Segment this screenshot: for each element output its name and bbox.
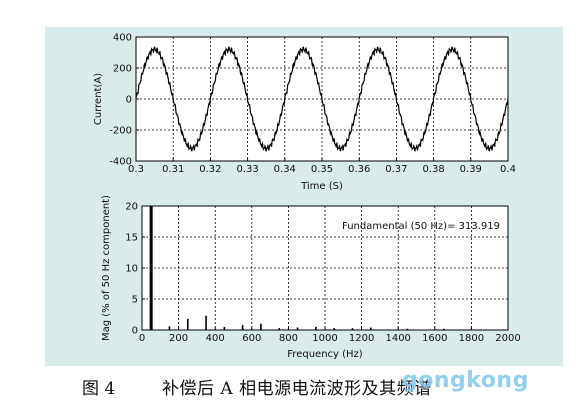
top-x-tick-label: 0.39 [460, 164, 482, 175]
top-x-tick-label: 0.36 [348, 164, 370, 175]
bottom-x-tick-label: 1600 [422, 333, 447, 344]
top-x-tick-label: 0.33 [236, 164, 258, 175]
top-x-tick-label: 0.34 [274, 164, 296, 175]
figure-svg: 0.3 0.31 0.32 0.33 0.34 0.35 0.36 0.37 0.38 0.39 0… [93, 33, 521, 361]
top-y-axis-title: Current(A) [93, 73, 104, 125]
bottom-y-tick-label: 0 [132, 326, 138, 337]
bottom-y-tick-label: 5 [132, 295, 138, 306]
harmonic-bar [369, 327, 372, 330]
bottom-x-tick-label: 1000 [312, 333, 337, 344]
top-y-tick-label: 400 [113, 33, 132, 44]
current-series-line [135, 46, 509, 152]
bottom-x-tick-label: 600 [242, 333, 261, 344]
harmonic-bars [149, 206, 445, 330]
bottom-y-tick-label: 10 [125, 264, 138, 275]
bottom-x-tick-label: 0 [139, 333, 145, 344]
top-y-tick-label: -400 [109, 157, 132, 168]
top-x-tick-label: 0.31 [162, 164, 184, 175]
harmonic-bar [168, 326, 171, 330]
figure-caption: 图 4 补偿后 A 相电源电流波形及其频谱 [0, 368, 584, 402]
top-x-tick-label: 0.32 [199, 164, 221, 175]
harmonic-bar [406, 328, 409, 330]
harmonic-bar [333, 328, 335, 330]
harmonic-bar [278, 328, 281, 330]
bottom-x-tick-label: 1400 [385, 333, 410, 344]
harmonic-bar [241, 325, 244, 330]
harmonic-bar [315, 326, 317, 330]
current-waveform-chart: 0.3 0.31 0.32 0.33 0.34 0.35 0.36 0.37 0.38 0.39 0… [93, 33, 516, 193]
bottom-x-tick-label: 400 [206, 333, 225, 344]
harmonic-bar [443, 328, 445, 330]
harmonic-bar [296, 327, 299, 330]
bottom-x-tick-label: 1800 [459, 333, 484, 344]
top-x-tick-labels: 0.3 0.31 0.32 0.33 0.34 0.35 0.36 0.37 0.38 0.39 0… [128, 164, 516, 175]
top-tick-marks [135, 36, 509, 162]
top-x-tick-label: 0.38 [422, 164, 444, 175]
caption-figure-number: 图 4 [82, 379, 116, 399]
bottom-x-tick-label: 2000 [495, 333, 520, 344]
harmonic-bar [205, 315, 207, 330]
bottom-y-tick-labels: 20 15 10 5 0 [125, 202, 138, 337]
bottom-gridlines [142, 206, 508, 330]
top-x-tick-label: 0.37 [385, 164, 407, 175]
bottom-tick-marks [141, 205, 509, 331]
top-y-tick-label: -200 [109, 126, 132, 137]
top-x-axis-title: Time (S) [300, 181, 343, 192]
top-x-tick-label: 0.4 [500, 164, 516, 175]
bottom-x-tick-labels: 0 200 400 600 800 1000 1200 1400 1600 1800 2000 [139, 333, 521, 344]
harmonic-bar [186, 318, 189, 330]
top-x-tick-label: 0.3 [128, 164, 144, 175]
harmonic-bar [260, 323, 262, 330]
top-y-tick-label: 0 [126, 95, 132, 106]
top-y-tick-labels: 400 200 0 -200 -400 [109, 33, 132, 168]
fundamental-annotation: Fundamental (50 Hz)= 313.919 [342, 221, 500, 232]
bottom-y-axis-title: Mag (% of 50 Hz component) [101, 195, 112, 341]
harmonic-bar [149, 206, 153, 330]
bottom-x-axis-title: Frequency (Hz) [287, 349, 363, 360]
harmonic-bar [351, 328, 354, 330]
figure-panel: 0.3 0.31 0.32 0.33 0.34 0.35 0.36 0.37 0.38 0.39 0… [45, 27, 563, 366]
top-y-tick-label: 200 [113, 64, 132, 75]
bottom-y-tick-label: 20 [125, 202, 138, 213]
bottom-x-tick-label: 1200 [349, 333, 374, 344]
harmonic-bar [223, 326, 226, 330]
bottom-y-tick-label: 15 [125, 233, 138, 244]
bottom-x-tick-label: 200 [169, 333, 188, 344]
top-x-tick-label: 0.35 [311, 164, 333, 175]
bottom-x-tick-label: 800 [279, 333, 298, 344]
harmonic-spectrum-chart: 0 200 400 600 800 1000 1200 1400 1600 1800 2000 20… [101, 195, 521, 360]
caption-text: 补偿后 A 相电源电流波形及其频谱 [162, 379, 432, 399]
gongkong-watermark-logo: gongkong [402, 368, 529, 393]
